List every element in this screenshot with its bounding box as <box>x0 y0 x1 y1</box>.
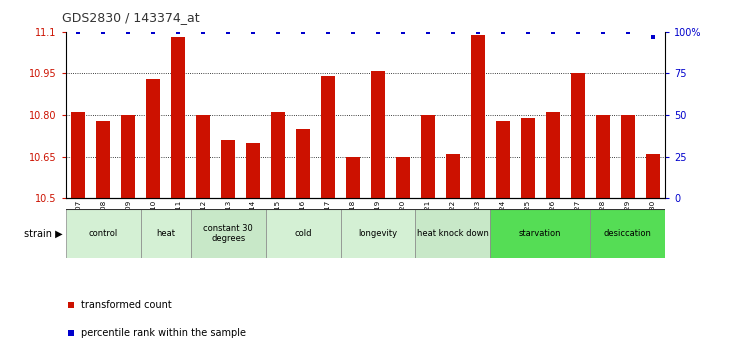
Bar <box>72 112 85 198</box>
Bar <box>396 157 410 198</box>
Bar <box>66 209 140 258</box>
Text: constant 30
degrees: constant 30 degrees <box>203 224 253 243</box>
Bar <box>646 154 659 198</box>
Bar <box>246 143 260 198</box>
Bar <box>96 121 110 198</box>
Bar <box>341 209 415 258</box>
Bar <box>296 129 310 198</box>
Bar <box>471 35 485 198</box>
Bar <box>571 74 585 198</box>
Bar <box>371 71 385 198</box>
Bar <box>265 209 341 258</box>
Bar <box>415 209 491 258</box>
Bar <box>140 209 191 258</box>
Text: transformed count: transformed count <box>80 299 172 310</box>
Bar <box>271 112 285 198</box>
Bar <box>321 76 335 198</box>
Bar <box>421 115 435 198</box>
Bar <box>446 154 460 198</box>
Bar <box>146 79 160 198</box>
Bar <box>596 115 610 198</box>
Text: starvation: starvation <box>519 229 561 238</box>
Text: GDS2830 / 143374_at: GDS2830 / 143374_at <box>62 11 200 24</box>
Bar <box>346 157 360 198</box>
Text: heat knock down: heat knock down <box>417 229 489 238</box>
Bar <box>197 115 210 198</box>
Bar <box>171 38 185 198</box>
Bar <box>121 115 135 198</box>
Text: longevity: longevity <box>358 229 398 238</box>
Bar <box>621 115 635 198</box>
Text: control: control <box>88 229 118 238</box>
Bar <box>191 209 265 258</box>
Text: strain ▶: strain ▶ <box>23 229 62 239</box>
Bar <box>491 209 591 258</box>
Bar <box>591 209 665 258</box>
Text: cold: cold <box>295 229 312 238</box>
Bar <box>496 121 510 198</box>
Text: heat: heat <box>156 229 175 238</box>
Text: desiccation: desiccation <box>604 229 651 238</box>
Bar <box>521 118 534 198</box>
Bar <box>546 112 560 198</box>
Bar <box>221 140 235 198</box>
Text: percentile rank within the sample: percentile rank within the sample <box>80 327 246 338</box>
